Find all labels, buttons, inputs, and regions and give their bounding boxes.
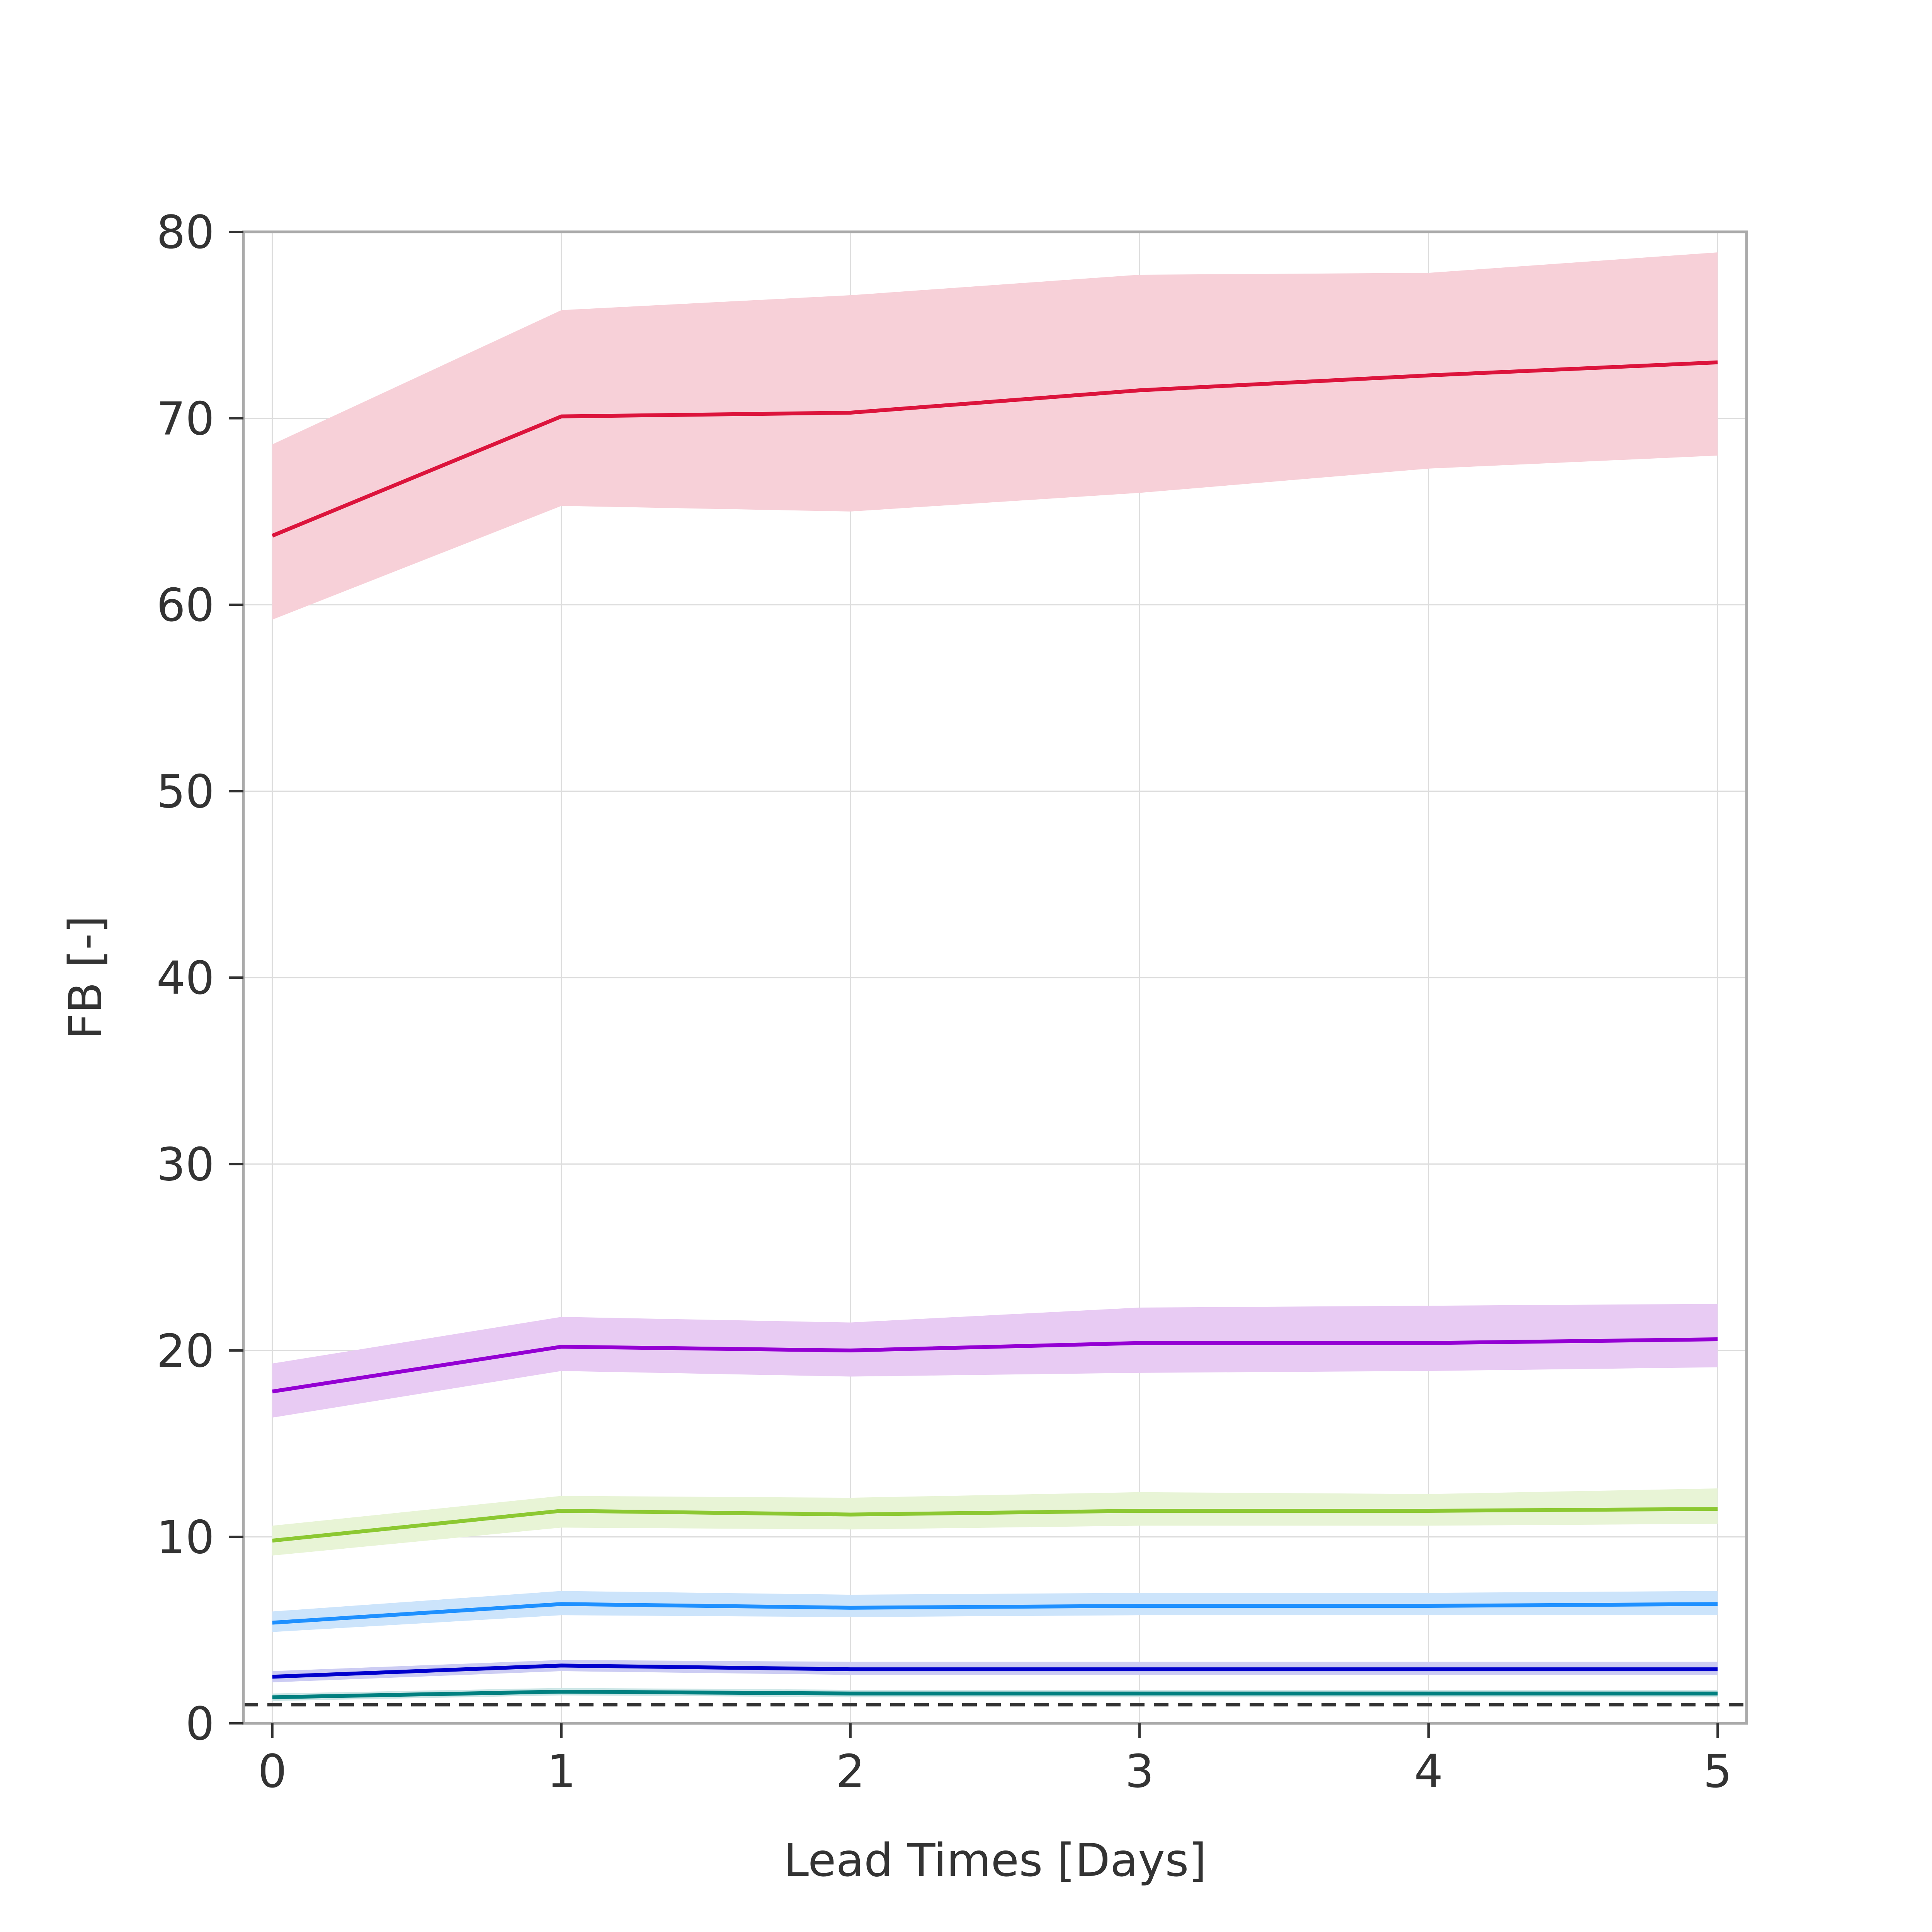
x-tick-label: 2: [836, 1745, 865, 1798]
series-line-3: [272, 1507, 1718, 1543]
series-line-6: [272, 1689, 1718, 1699]
confidence-bands: [272, 252, 1718, 1701]
y-tick-label: 60: [156, 578, 214, 632]
y-tick-label: 0: [185, 1697, 214, 1750]
y-tick-label: 30: [156, 1138, 214, 1191]
y-tick-label: 70: [156, 392, 214, 446]
x-tick-label: 3: [1125, 1745, 1154, 1798]
x-tick-label: 0: [258, 1745, 287, 1798]
x-tick-label: 4: [1414, 1745, 1443, 1798]
series-line-2: [272, 1337, 1718, 1394]
x-tick-label: 1: [547, 1745, 576, 1798]
x-axis-label: Lead Times [Days]: [783, 1833, 1206, 1887]
series-line-1: [271, 360, 1718, 538]
x-tick-label: 5: [1703, 1745, 1732, 1798]
series-lines: [271, 360, 1718, 1699]
y-axis-label: FB [-]: [59, 916, 112, 1040]
y-tick-label: 20: [156, 1324, 214, 1378]
confidence-band-1: [272, 252, 1718, 620]
confidence-band-2: [272, 1304, 1718, 1418]
series-line-4: [272, 1602, 1718, 1625]
y-tick-label: 10: [156, 1511, 214, 1564]
confidence-band-3: [272, 1488, 1718, 1556]
confidence-band-4: [272, 1591, 1718, 1632]
series-line-5: [272, 1663, 1718, 1679]
y-tick-label: 40: [156, 951, 214, 1005]
y-tick-label: 80: [156, 206, 214, 259]
y-tick-label: 50: [156, 765, 214, 818]
